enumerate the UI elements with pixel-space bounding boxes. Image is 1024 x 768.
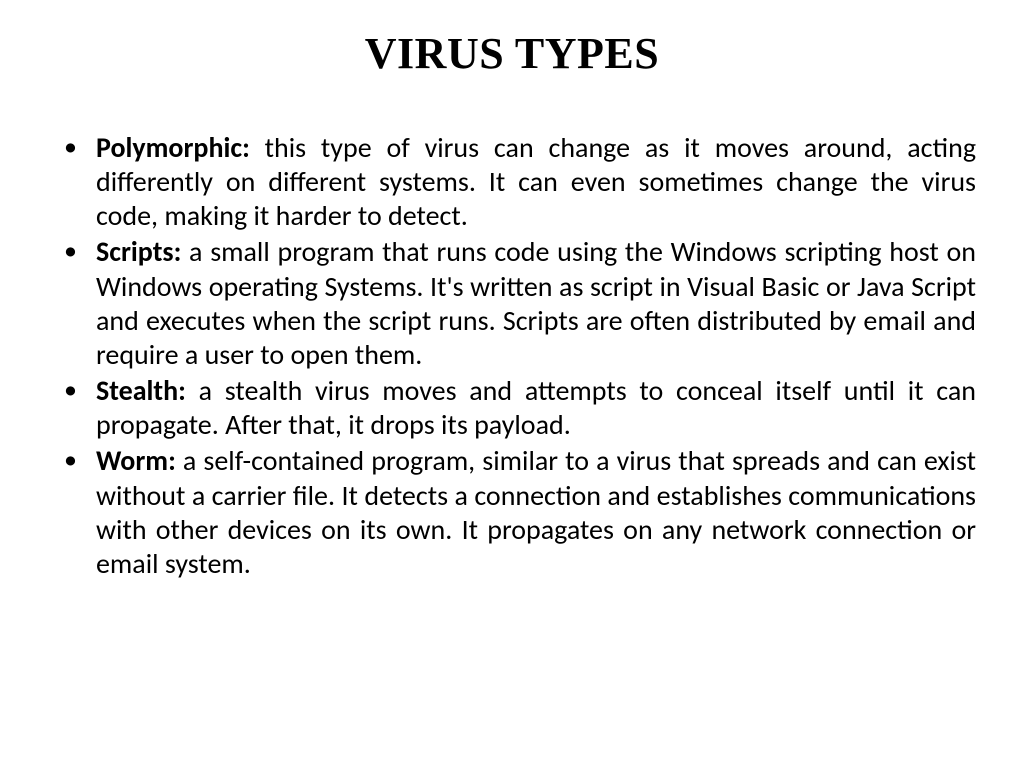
list-item: Polymorphic: this type of virus can chan…	[86, 131, 976, 233]
term-description: a self-contained program, similar to a v…	[96, 443, 976, 580]
term-description: a small program that runs code using the…	[96, 234, 976, 371]
term-description: a stealth virus moves and attempts to co…	[96, 373, 976, 442]
list-item: Worm: a self-contained program, similar …	[86, 444, 976, 581]
term-label: Stealth:	[96, 373, 186, 408]
term-label: Worm:	[96, 443, 176, 478]
list-item: Stealth: a stealth virus moves and attem…	[86, 374, 976, 442]
list-item: Scripts: a small program that runs code …	[86, 235, 976, 372]
slide-title: VIRUS TYPES	[48, 28, 976, 79]
bullet-list: Polymorphic: this type of virus can chan…	[48, 131, 976, 581]
term-label: Scripts:	[96, 234, 181, 269]
term-label: Polymorphic:	[96, 130, 250, 165]
